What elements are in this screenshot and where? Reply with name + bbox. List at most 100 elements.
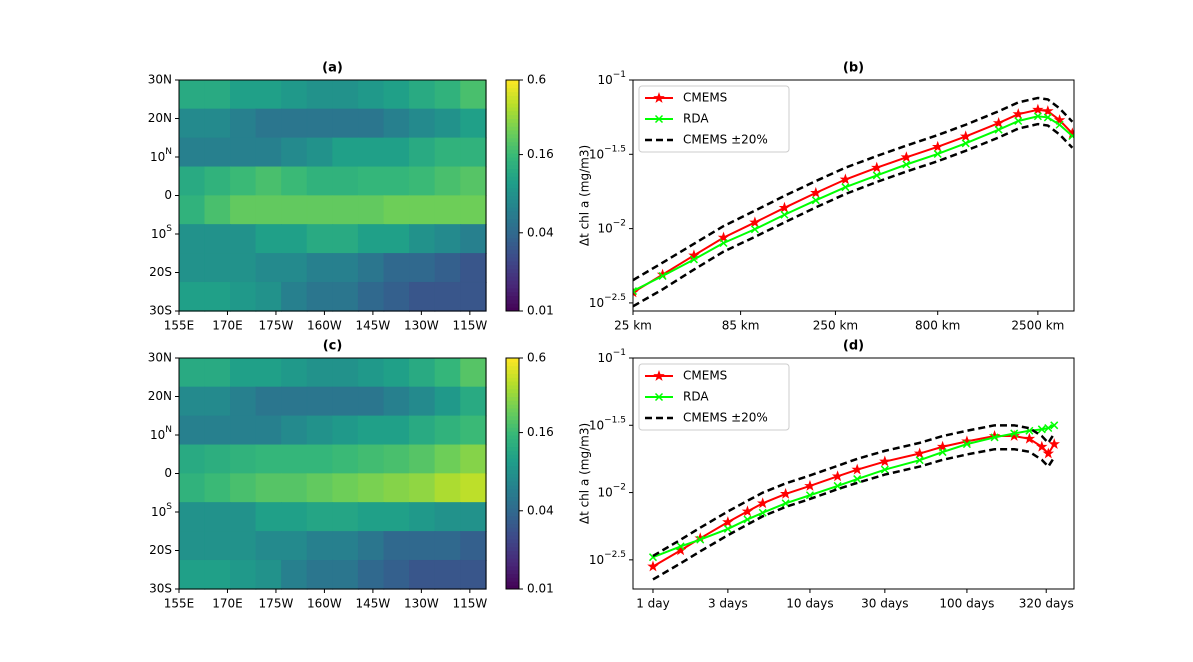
star-marker (913, 447, 926, 459)
map-cell (357, 166, 385, 197)
x-marker (961, 139, 970, 148)
colorbar-strip (506, 527, 519, 532)
colorbar-tick-label: 0.6 (527, 351, 546, 365)
map-cell (383, 444, 410, 475)
map-cell (178, 281, 206, 312)
x-tick-label: 3 days (708, 597, 748, 611)
map-cell (332, 357, 359, 388)
y-tick-label: 10−2 (597, 482, 626, 499)
x-tick-label: 160W (307, 597, 342, 611)
map-cell (460, 473, 487, 504)
map-cell (230, 357, 257, 388)
colorbar-strip (506, 103, 519, 108)
map-cell (178, 502, 206, 532)
colorbar-strip (506, 153, 519, 158)
star-marker (879, 455, 891, 467)
colorbar-strip (506, 535, 519, 540)
y-tick-label: 30S (149, 304, 172, 318)
map-cell (255, 108, 282, 139)
legend-box (638, 85, 790, 153)
map-cell (204, 444, 231, 475)
legend-label: CMEMS ±20% (683, 133, 768, 147)
map-cell (281, 253, 308, 283)
map-cell (178, 224, 206, 254)
x-marker (933, 149, 942, 158)
x-marker (676, 542, 685, 551)
map-cell (409, 253, 436, 283)
colorbar-strip (506, 458, 519, 463)
y-tick-label: 0 (164, 188, 172, 202)
map-cell (230, 281, 257, 312)
colorbar-strip (506, 149, 519, 154)
star-marker (839, 173, 852, 185)
map-cell (434, 253, 462, 283)
legend-label: CMEMS (683, 91, 727, 105)
map-cell (255, 357, 282, 388)
map-cell (434, 224, 462, 254)
map-cell (332, 108, 359, 139)
colorbar-frame (505, 79, 520, 312)
y-tick-label: 10S (151, 224, 172, 241)
colorbar-strip (506, 577, 519, 582)
y-tick-label: 30N (148, 351, 172, 365)
colorbar-strip (506, 512, 519, 517)
map-cell (357, 281, 385, 312)
x-marker (1055, 120, 1064, 129)
colorbar-strip (506, 130, 519, 135)
map-cell (230, 502, 257, 532)
map-cell (230, 473, 257, 504)
map-cell (332, 224, 359, 254)
x-tick-label: 130W (404, 597, 439, 611)
colorbar-strip (506, 454, 519, 459)
map-cell (357, 357, 385, 388)
x-tick-label: 85 km (722, 319, 760, 333)
map-cell (230, 444, 257, 475)
colorbar-strip (506, 411, 519, 417)
colorbar-strip (506, 542, 519, 548)
map-cell (434, 559, 462, 590)
colorbar-strip (506, 500, 519, 505)
map-cell (178, 137, 206, 168)
colorbar-strip (506, 95, 519, 100)
map-cell (230, 166, 257, 197)
colorbar-strip (506, 581, 519, 586)
star-marker (831, 470, 844, 482)
x-marker (723, 524, 732, 533)
map-cell (357, 559, 385, 590)
star-marker (749, 216, 761, 228)
map-cell (460, 79, 487, 110)
map-cell (255, 224, 282, 254)
colorbar-strip (506, 249, 519, 254)
x-marker (990, 433, 999, 442)
colorbar-strip (506, 427, 519, 432)
map-cell (434, 502, 462, 532)
map-cell (460, 224, 487, 254)
colorbar-strip (506, 106, 519, 112)
colorbar-strip (506, 461, 519, 467)
colorbar-strip (506, 450, 519, 455)
colorbar-strip (506, 91, 519, 96)
colorbar-strip (506, 569, 519, 575)
colorbar-strip (506, 284, 519, 289)
x-tick-label: 175W (259, 597, 294, 611)
map-cell (383, 224, 410, 254)
colorbar-strip (506, 585, 519, 590)
map-cell (281, 559, 308, 590)
map-cell (357, 195, 385, 226)
star-marker (804, 479, 816, 491)
panel-title: (a) (322, 61, 343, 76)
map-cell (306, 108, 334, 139)
map-cell (255, 502, 282, 532)
map-cell (281, 195, 308, 226)
colorbar-strip (506, 83, 519, 89)
star-marker (851, 463, 863, 475)
colorbar-tick-label: 0.16 (527, 425, 554, 439)
y-tick-label: 10−2.5 (589, 292, 626, 309)
map-cell (357, 415, 385, 446)
map-cell (230, 79, 257, 110)
map-cell (460, 166, 487, 197)
colorbar-strip (506, 87, 519, 93)
x-tick-label: 145W (356, 319, 391, 333)
map-cell (255, 253, 282, 283)
map-cell (460, 444, 487, 475)
